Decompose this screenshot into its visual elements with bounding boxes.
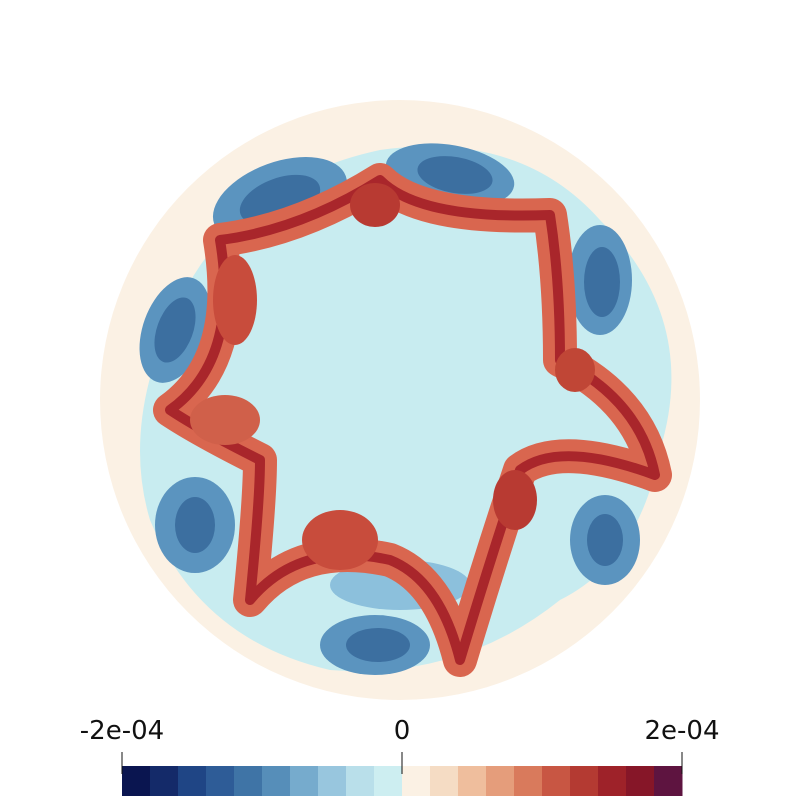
colorbar-tick-label: 0 [394,716,411,746]
colorbar-swatch [654,766,683,796]
colorbar-swatch [122,766,151,796]
colorbar-swatch [430,766,459,796]
colorbar-swatch [598,766,627,796]
colorbar-swatch [570,766,599,796]
colorbar-swatch [290,766,319,796]
colorbar-swatch [262,766,291,796]
colorbar-swatch [346,766,375,796]
field-plot [100,100,700,700]
colorbar-swatch [486,766,515,796]
colorbar-swatch [234,766,263,796]
colorbar-swatch [514,766,543,796]
colorbar-swatch [150,766,179,796]
colorbar-swatch [374,766,403,796]
colorbar-swatch [402,766,431,796]
colorbar-swatch [542,766,571,796]
colorbar-swatch [178,766,207,796]
colorbar-swatch [318,766,347,796]
colorbar-tick-label: 2e-04 [644,716,719,746]
colorbar-swatch [626,766,655,796]
colorbar-swatch [458,766,487,796]
positive-band [153,163,672,677]
colorbar-swatch [206,766,235,796]
colorbar-tick-label: -2e-04 [80,716,164,746]
colorbar: -2e-04 0 2e-04 [80,716,720,796]
negative-vortices [139,143,672,675]
